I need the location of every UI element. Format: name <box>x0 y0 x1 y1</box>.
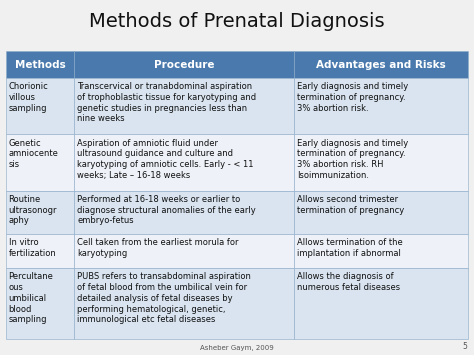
Bar <box>74 268 294 339</box>
Text: Genetic
amniocente
sis: Genetic amniocente sis <box>9 138 58 169</box>
Text: Percultane
ous
umbilical
blood
sampling: Percultane ous umbilical blood sampling <box>9 272 54 324</box>
Bar <box>6 191 74 234</box>
Bar <box>74 78 294 134</box>
Bar <box>74 234 294 268</box>
Bar <box>294 191 468 234</box>
Bar <box>74 51 294 78</box>
Text: 5: 5 <box>462 342 467 351</box>
Text: Procedure: Procedure <box>154 60 214 70</box>
Bar <box>74 134 294 191</box>
Text: Aspiration of amniotic fluid under
ultrasound guidance and culture and
karyotypi: Aspiration of amniotic fluid under ultra… <box>77 138 254 180</box>
Text: Allows second trimester
termination of pregnancy: Allows second trimester termination of p… <box>297 195 404 215</box>
Text: Early diagnosis and timely
termination of pregnancy.
3% abortion risk.: Early diagnosis and timely termination o… <box>297 82 408 113</box>
Text: Early diagnosis and timely
termination of pregnancy.
3% abortion risk. RH
Isoimm: Early diagnosis and timely termination o… <box>297 138 408 180</box>
Text: Advantages and Risks: Advantages and Risks <box>316 60 446 70</box>
Bar <box>6 268 74 339</box>
Text: Routine
ultrasonogr
aphy: Routine ultrasonogr aphy <box>9 195 57 225</box>
Bar <box>294 78 468 134</box>
Bar <box>294 134 468 191</box>
Bar <box>294 51 468 78</box>
Text: Allows the diagnosis of
numerous fetal diseases: Allows the diagnosis of numerous fetal d… <box>297 272 400 292</box>
Bar <box>74 191 294 234</box>
Text: Cell taken from the earliest morula for
karyotyping: Cell taken from the earliest morula for … <box>77 238 238 258</box>
Bar <box>6 51 74 78</box>
Bar <box>294 234 468 268</box>
Text: Methods: Methods <box>15 60 65 70</box>
Bar <box>6 134 74 191</box>
Text: Performed at 16-18 weeks or earlier to
diagnose structural anomalies of the earl: Performed at 16-18 weeks or earlier to d… <box>77 195 256 225</box>
Text: Methods of Prenatal Diagnosis: Methods of Prenatal Diagnosis <box>89 12 385 32</box>
Text: Transcervical or tranabdominal aspiration
of trophoblastic tissue for karyotypin: Transcervical or tranabdominal aspiratio… <box>77 82 256 124</box>
Text: In vitro
fertilization: In vitro fertilization <box>9 238 56 258</box>
Bar <box>6 78 74 134</box>
Text: Chorionic
villous
sampling: Chorionic villous sampling <box>9 82 48 113</box>
Text: PUBS refers to transabdominal aspiration
of fetal blood from the umbilical vein : PUBS refers to transabdominal aspiration… <box>77 272 251 324</box>
Text: Allows termination of the
implantation if abnormal: Allows termination of the implantation i… <box>297 238 402 258</box>
Bar <box>294 268 468 339</box>
Text: Asheber Gaym, 2009: Asheber Gaym, 2009 <box>200 345 274 351</box>
Bar <box>6 234 74 268</box>
